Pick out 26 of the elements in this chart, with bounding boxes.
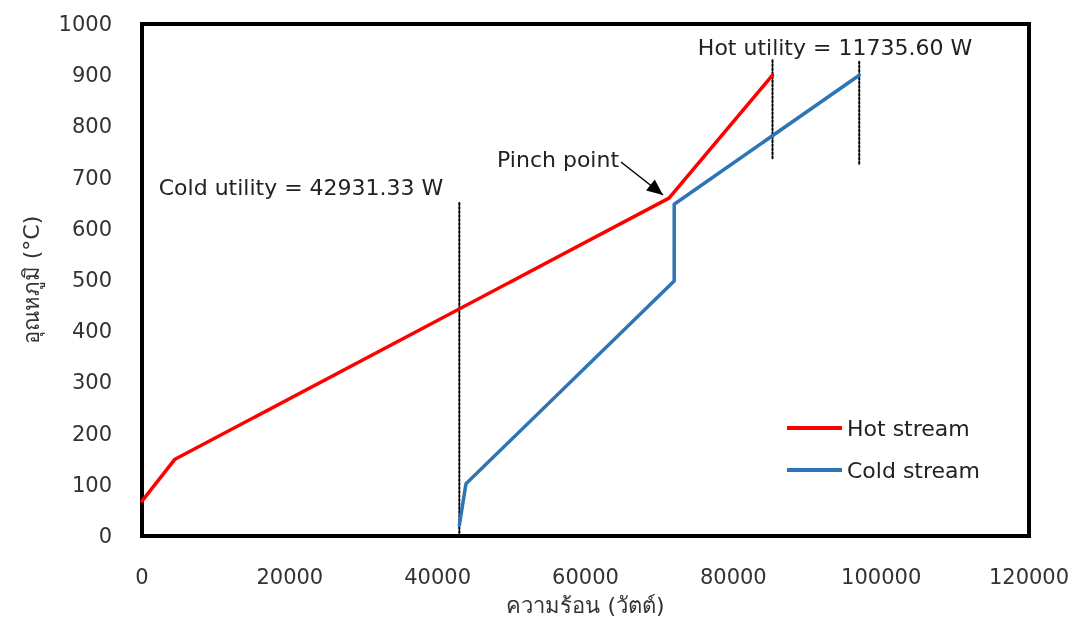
y-tick-label: 700	[71, 165, 112, 190]
x-tick-label: 100000	[841, 564, 922, 589]
annotation: Hot utility = 11735.60 W	[697, 34, 973, 60]
x-tick-label: 60000	[552, 564, 619, 589]
y-tick-label: 100	[71, 472, 112, 497]
x-tick-label: 80000	[699, 564, 767, 589]
annotation: Pinch point	[497, 146, 620, 172]
x-tick-label: 0	[135, 564, 149, 589]
y-tick-label: 400	[71, 319, 112, 344]
y-tick-label: 500	[71, 268, 112, 292]
x-tick-label: 120000	[988, 564, 1070, 589]
y-tick-label: 0	[98, 524, 112, 548]
y-tick-label: 300	[71, 370, 112, 395]
y-tick-label: 1000	[58, 12, 112, 36]
y-tick-label: 200	[71, 421, 112, 446]
line-series	[140, 73, 775, 503]
annotation: Cold utility = 42931.33 W	[158, 174, 444, 200]
y-axis-title: อุณหภูมิ (°C)	[18, 215, 45, 345]
legend-label: Hot stream	[847, 415, 970, 441]
y-tick-label: 900	[71, 63, 112, 88]
y-tick-label: 600	[71, 216, 112, 241]
legend-label: Cold stream	[847, 457, 981, 483]
y-tick-label: 800	[71, 114, 112, 139]
x-axis-title: ความร้อน (วัตต์)	[506, 592, 665, 618]
x-tick-label: 40000	[404, 564, 472, 589]
x-tick-label: 20000	[256, 564, 324, 589]
